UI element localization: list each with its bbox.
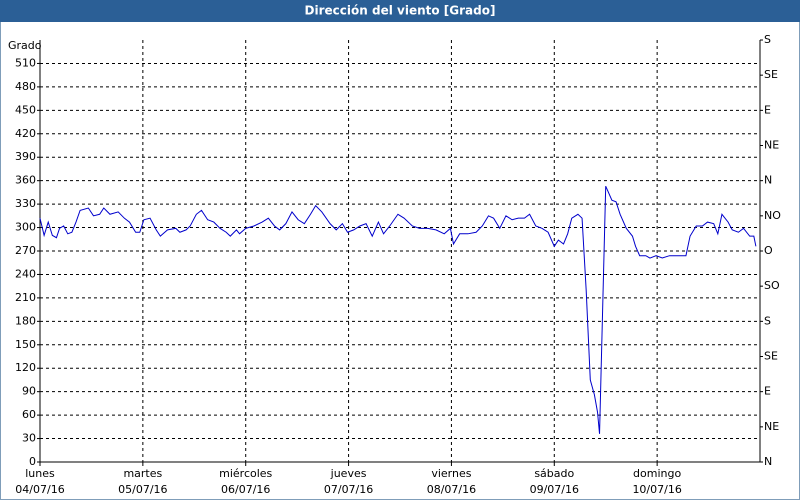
- y-tick-label: 420: [15, 127, 36, 140]
- x-tick-date: 10/07/16: [632, 483, 681, 496]
- x-tick-date: 09/07/16: [530, 483, 579, 496]
- x-tick-date: 08/07/16: [427, 483, 476, 496]
- y-tick-label: 150: [15, 338, 36, 351]
- x-tick-date: 04/07/16: [15, 483, 64, 496]
- y-tick-label: 480: [15, 80, 36, 93]
- y-tick-label: 180: [15, 314, 36, 327]
- y-tick-label: 450: [15, 103, 36, 116]
- y-tick-label: 360: [15, 174, 36, 187]
- data-line: [39, 185, 757, 434]
- y-tick-label: 270: [15, 244, 36, 257]
- y2-tick-label: E: [764, 103, 771, 116]
- y2-tick-label: N: [764, 455, 772, 468]
- x-tick-label: miércoles: [219, 467, 272, 480]
- x-tick-label: sábado: [534, 467, 574, 480]
- x-tick-label: jueves: [330, 467, 367, 480]
- y2-tick-label: S: [764, 314, 771, 327]
- y2-tick-label: SE: [764, 68, 778, 81]
- y2-tick-label: N: [764, 174, 772, 187]
- y-axis-label: Grado: [8, 39, 42, 52]
- y-tick-label: 240: [15, 267, 36, 280]
- y-tick-label: 510: [15, 56, 36, 69]
- title-bar: [0, 0, 800, 22]
- y2-tick-label: O: [764, 244, 773, 257]
- y2-tick-label: S: [764, 33, 771, 46]
- y2-tick-label: SO: [764, 279, 780, 292]
- x-tick-date: 07/07/16: [324, 483, 373, 496]
- x-tick-label: lunes: [25, 467, 55, 480]
- chart-title: Dirección del viento [Grado]: [305, 4, 496, 18]
- y2-tick-label: SE: [764, 350, 778, 363]
- y-tick-label: 90: [22, 385, 36, 398]
- x-tick-label: domingo: [633, 467, 681, 480]
- x-tick-label: viernes: [431, 467, 471, 480]
- x-tick-date: 05/07/16: [118, 483, 167, 496]
- y-tick-label: 120: [15, 361, 36, 374]
- y-tick-label: 330: [15, 197, 36, 210]
- y-tick-label: 60: [22, 408, 36, 421]
- y-tick-label: 210: [15, 291, 36, 304]
- y2-tick-label: NE: [764, 420, 779, 433]
- y2-tick-label: NE: [764, 139, 779, 152]
- y2-tick-label: E: [764, 385, 771, 398]
- x-tick-date: 06/07/16: [221, 483, 270, 496]
- y-tick-label: 300: [15, 221, 36, 234]
- y-tick-label: 0: [29, 455, 36, 468]
- y2-tick-label: NO: [764, 209, 781, 222]
- y-tick-label: 390: [15, 150, 36, 163]
- y-tick-label: 30: [22, 432, 36, 445]
- x-tick-label: martes: [123, 467, 162, 480]
